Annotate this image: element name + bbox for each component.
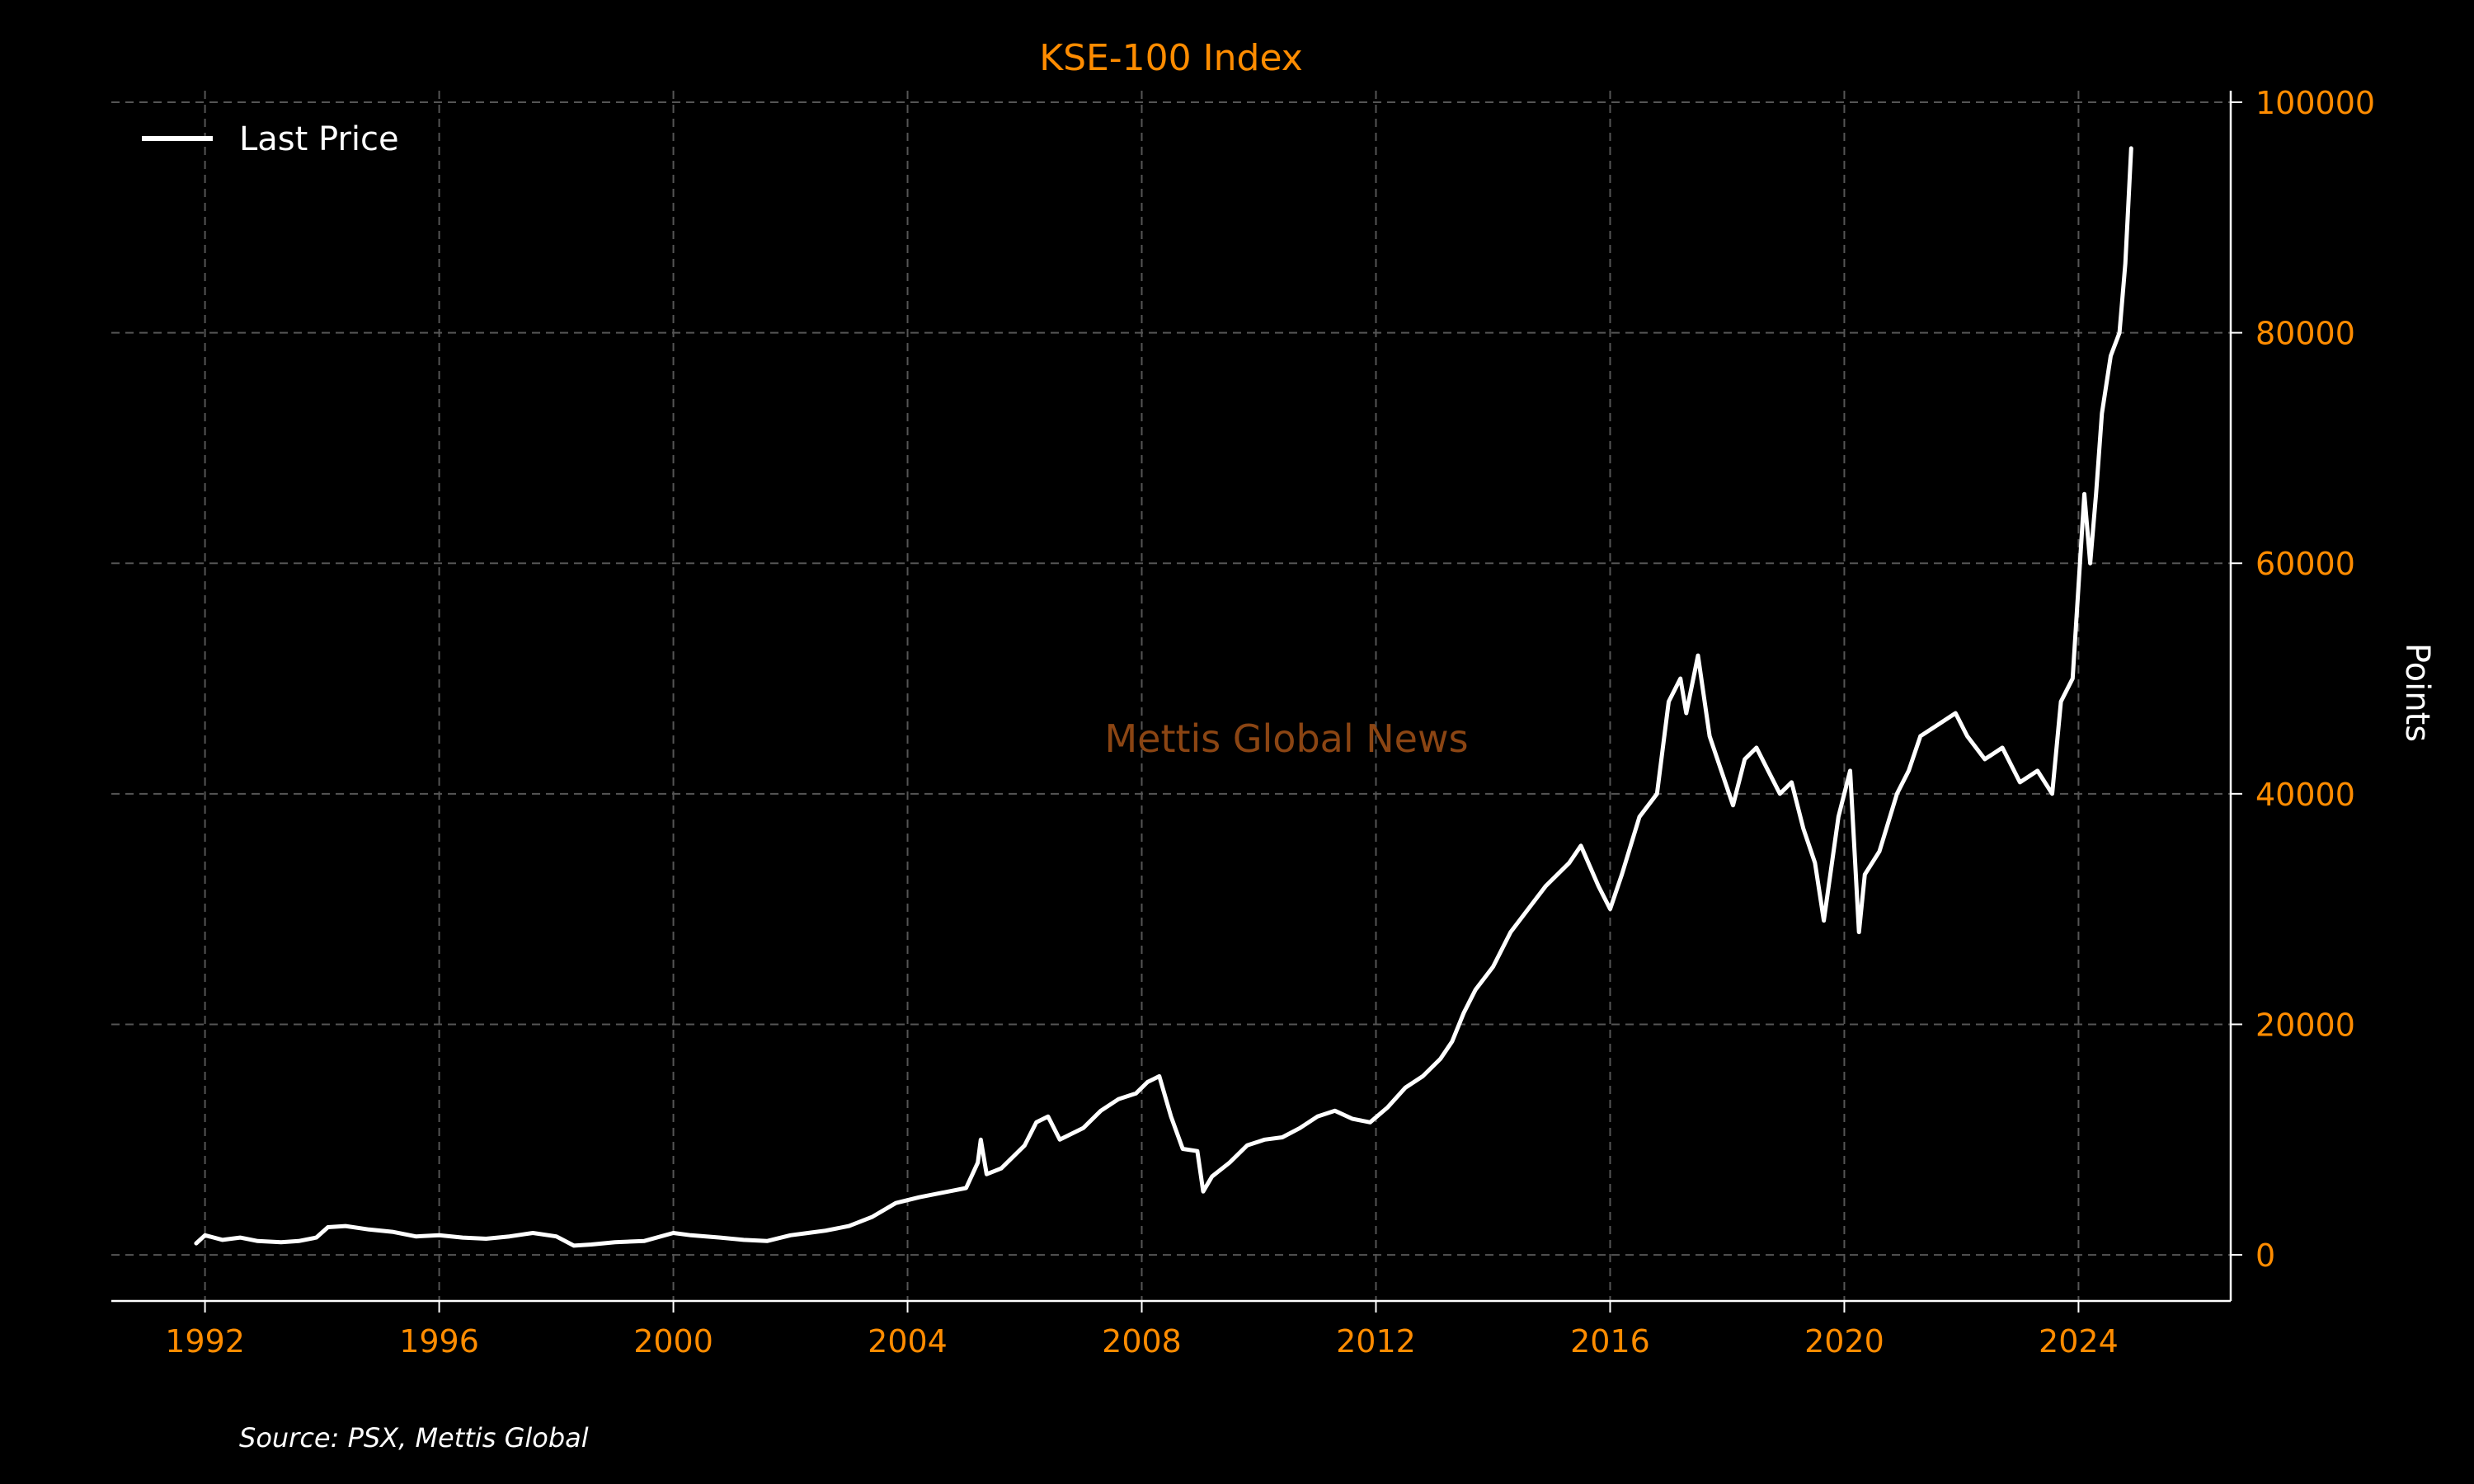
grid-lines	[111, 91, 2231, 1301]
source-note: Source: PSX, Mettis Global	[239, 1422, 589, 1453]
x-tick-label: 2024	[2039, 1323, 2119, 1360]
y-axis-label: Points	[2398, 643, 2436, 742]
x-tick-label: 2020	[1804, 1323, 1884, 1360]
y-tick-label: 60000	[2255, 546, 2355, 582]
y-tick-label: 100000	[2255, 85, 2375, 121]
x-tick-label: 2008	[1102, 1323, 1182, 1360]
x-tick-label: 1992	[165, 1323, 245, 1360]
chart-title: KSE-100 Index	[1039, 37, 1303, 79]
y-tick-label: 40000	[2255, 777, 2355, 813]
ticks: 1992 1996 2000 2004 2008 2012 2016 2020 2024 0 200…	[165, 85, 2375, 1360]
watermark: Mettis Global News	[1104, 716, 1468, 761]
y-tick-label: 20000	[2255, 1007, 2355, 1043]
legend: Last Price	[142, 120, 399, 158]
legend-label: Last Price	[239, 120, 399, 158]
x-tick-label: 2004	[868, 1323, 948, 1360]
y-tick-label: 80000	[2255, 316, 2355, 352]
series-line-last-price	[194, 146, 2133, 1248]
axes	[111, 91, 2232, 1303]
x-tick-label: 2012	[1336, 1323, 1416, 1360]
x-tick-label: 2000	[633, 1323, 713, 1360]
series	[194, 146, 2133, 1248]
y-tick-label: 0	[2255, 1237, 2275, 1274]
x-tick-label: 2016	[1570, 1323, 1650, 1360]
x-tick-label: 1996	[399, 1323, 479, 1360]
